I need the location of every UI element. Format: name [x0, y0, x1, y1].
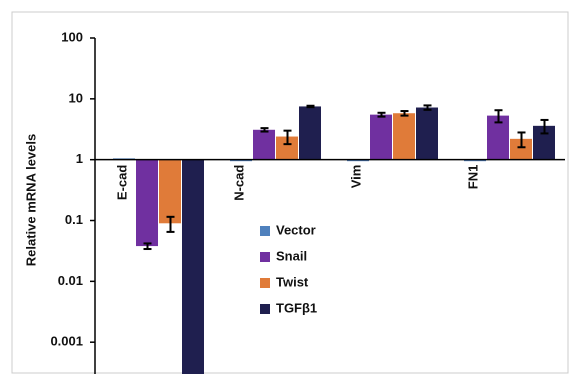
legend-label: TGFβ1	[276, 300, 317, 315]
bar	[182, 159, 204, 374]
bar	[136, 159, 158, 247]
x-tick-label: FN1	[465, 165, 480, 190]
legend-label: Twist	[276, 274, 309, 289]
x-tick-label: N-cad	[231, 165, 246, 201]
legend-label: Vector	[276, 222, 316, 237]
bar	[299, 106, 321, 160]
error-bar	[166, 215, 175, 233]
legend-label: Snail	[276, 248, 307, 263]
x-tick-label: Vim	[348, 165, 363, 189]
error-bar	[377, 111, 386, 118]
bar	[276, 136, 298, 160]
y-tick-label: 10	[69, 90, 83, 105]
y-axis-label: Relative mRNA levels	[23, 134, 38, 266]
legend-swatch	[260, 278, 270, 288]
error-bar	[143, 242, 152, 251]
error-bar	[517, 131, 526, 149]
bar	[370, 114, 392, 160]
legend-swatch	[260, 226, 270, 236]
error-bar	[540, 118, 549, 135]
error-bar	[400, 110, 409, 117]
y-tick-label: 0.001	[50, 334, 83, 349]
bar	[253, 129, 275, 160]
y-tick-label: 0.01	[58, 273, 83, 288]
y-tick-label: 1	[76, 151, 83, 166]
y-tick-label: 0.1	[65, 212, 83, 227]
bar	[533, 125, 555, 160]
y-tick-label: 100	[61, 29, 83, 44]
frame	[11, 11, 569, 374]
error-bar	[283, 129, 292, 146]
error-bar	[260, 127, 269, 133]
legend-swatch	[260, 252, 270, 262]
bar	[159, 159, 181, 224]
error-bar	[494, 109, 503, 124]
x-tick-label: E-cad	[114, 165, 129, 200]
error-bar	[423, 104, 432, 111]
bar	[487, 115, 509, 160]
bar	[510, 138, 532, 160]
bar	[416, 107, 438, 160]
bar	[393, 113, 415, 160]
legend-swatch	[260, 304, 270, 314]
error-bar	[306, 104, 315, 109]
